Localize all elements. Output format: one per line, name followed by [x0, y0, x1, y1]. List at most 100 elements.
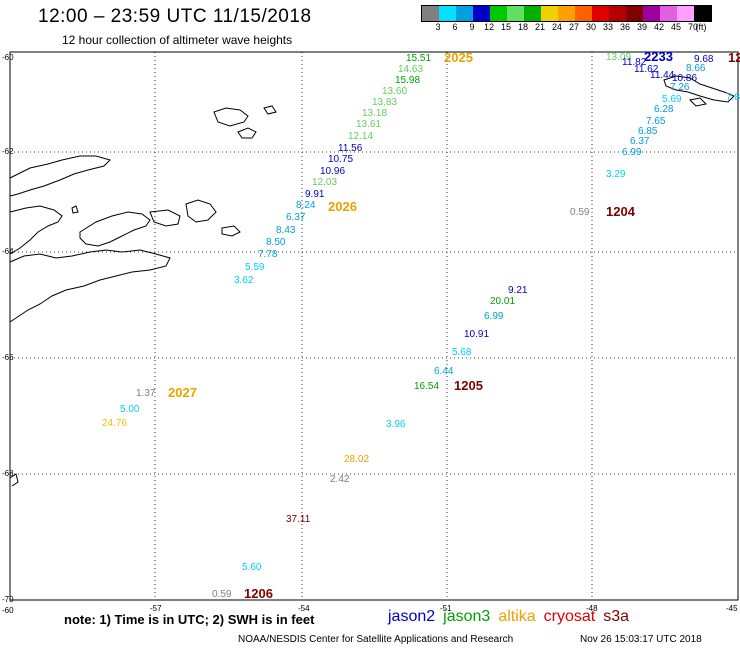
- lon-tick-label: -54: [298, 604, 310, 613]
- wave-height-value: 9.91: [305, 189, 325, 200]
- legend-swatch: [439, 6, 456, 21]
- legend-swatch: [609, 6, 626, 21]
- lat-tick-label: -64: [2, 247, 14, 256]
- legend-label: 15: [500, 22, 512, 32]
- generation-timestamp: Nov 26 15:03:17 UTC 2018: [580, 634, 702, 645]
- satellite-label: altika: [498, 608, 536, 625]
- wave-height-value: 9.68: [694, 54, 714, 65]
- lat-tick-label: -62: [2, 147, 14, 156]
- wave-height-value: 13.18: [362, 108, 387, 119]
- wave-height-value: 16.54: [414, 381, 439, 392]
- wave-height-value: 11.82: [622, 57, 647, 68]
- legend-swatch: [677, 6, 694, 21]
- wave-height-value: 3.96: [386, 419, 406, 430]
- wave-height-value: 28.02: [344, 454, 369, 465]
- wave-height-value: 15.98: [395, 75, 420, 86]
- legend-swatch: [575, 6, 592, 21]
- legend-swatch: [524, 6, 541, 21]
- legend-label: 70: [687, 22, 699, 32]
- wave-height-value: 13.09: [606, 52, 631, 63]
- wave-height-value: 5.68: [452, 347, 472, 358]
- wave-height-value: 5.59: [245, 262, 265, 273]
- wave-height-value: 6.37: [286, 212, 306, 223]
- legend-label: 42: [653, 22, 665, 32]
- wave-height-value: 6.99: [484, 311, 504, 322]
- legend-label: 27: [568, 22, 580, 32]
- legend-label: (ft): [695, 22, 707, 32]
- legend-swatch: [626, 6, 643, 21]
- lon-tick-label: -51: [440, 604, 452, 613]
- wave-height-value: 11.44: [650, 70, 675, 81]
- wave-height-value: 7.65: [646, 116, 666, 127]
- legend-label: 6: [452, 22, 458, 32]
- legend-label: 36: [619, 22, 631, 32]
- wave-height-value: 1.37: [136, 388, 156, 399]
- graticule: [10, 52, 738, 600]
- wave-height-readings: 15.5114.6315.9813.6013.8313.1813.6112.14…: [102, 52, 740, 600]
- wave-height-value: 8.66: [686, 63, 706, 74]
- legend-label: 3: [435, 22, 441, 32]
- pass-labels: 2025 2026 2027 2233 12 1204 1205 1206: [168, 49, 740, 601]
- wave-height-value: 11.62: [634, 64, 659, 75]
- wave-height-value: 7.8: [726, 92, 740, 103]
- wave-height-value: 9.21: [508, 285, 528, 296]
- lat-tick-label: -60: [2, 53, 14, 62]
- wave-height-value: 3.62: [234, 275, 254, 286]
- wave-height-value: 37.11: [286, 514, 311, 525]
- wave-height-value: 10.96: [320, 166, 345, 177]
- legend-label: 39: [636, 22, 648, 32]
- corner-tick-label: -60: [2, 606, 14, 615]
- satellite-legend: jason2 jason3 altika cryosat s3a: [388, 608, 637, 626]
- lat-tick-label: -66: [2, 353, 14, 362]
- map-title: 12:00 – 23:59 UTC 11/15/2018: [38, 6, 312, 27]
- satellite-label: jason3: [443, 608, 491, 625]
- lon-tick-label: -48: [586, 604, 598, 613]
- wave-height-value: 11.56: [338, 143, 363, 154]
- legend-swatch: [541, 6, 558, 21]
- legend-swatch: [422, 6, 439, 21]
- legend-label: 9: [469, 22, 475, 32]
- satellite-label: jason2: [388, 608, 436, 625]
- legend-swatch: [592, 6, 609, 21]
- wave-height-value: 24.76: [102, 418, 127, 429]
- wave-height-value: 13.83: [372, 97, 397, 108]
- map-frame: [9, 51, 739, 601]
- pass-id-label: 2233: [644, 49, 673, 64]
- map-subtitle: 12 hour collection of altimeter wave hei…: [62, 33, 293, 47]
- wave-height-value: 20.01: [490, 296, 515, 307]
- color-legend-bar: [421, 5, 712, 22]
- axis-ticks: -57 -54 -51 -48 -45 -60 -62 -64 -66 -68 -70 -60: [2, 53, 738, 615]
- wave-height-value: 0.59: [570, 207, 590, 218]
- legend-label: 45: [670, 22, 682, 32]
- satellite-label: s3a: [603, 608, 630, 625]
- legend-swatch: [660, 6, 677, 21]
- wave-height-value: 10.86: [672, 73, 697, 84]
- pass-id-label: 2026: [328, 199, 357, 214]
- wave-height-value: 6.28: [654, 104, 674, 115]
- wave-height-value: 5.60: [242, 562, 262, 573]
- wave-height-value: 0.59: [212, 589, 232, 600]
- satellite-label: cryosat: [543, 608, 596, 625]
- units-note: note: 1) Time is in UTC; 2) SWH is in fe…: [64, 612, 315, 627]
- legend-swatch: [490, 6, 507, 21]
- legend-swatch: [558, 6, 575, 21]
- legend-label: 24: [551, 22, 563, 32]
- color-legend-labels: 3 6 9 12 15 18 21 24 27 30 33 36 39 42 45 70 (ft): [421, 22, 740, 34]
- pass-id-label: 1206: [244, 586, 273, 601]
- wave-height-value: 13.61: [356, 119, 381, 130]
- wave-height-value: 10.75: [328, 154, 353, 165]
- wave-height-value: 7.78: [258, 249, 278, 260]
- lon-tick-label: -45: [726, 604, 738, 613]
- pass-id-label: 2027: [168, 385, 197, 400]
- pass-id-label: 12: [728, 50, 740, 65]
- wave-height-value: 6.99: [622, 147, 642, 158]
- legend-label: 21: [534, 22, 546, 32]
- legend-label: 33: [602, 22, 614, 32]
- credit-text: NOAA/NESDIS Center for Satellite Applica…: [238, 634, 514, 645]
- wave-height-value: 5.69: [662, 94, 682, 105]
- wave-height-value: 12.03: [312, 177, 337, 188]
- legend-label: 18: [517, 22, 529, 32]
- wave-height-value: 10.91: [464, 329, 489, 340]
- wave-height-value: 6.44: [434, 366, 454, 377]
